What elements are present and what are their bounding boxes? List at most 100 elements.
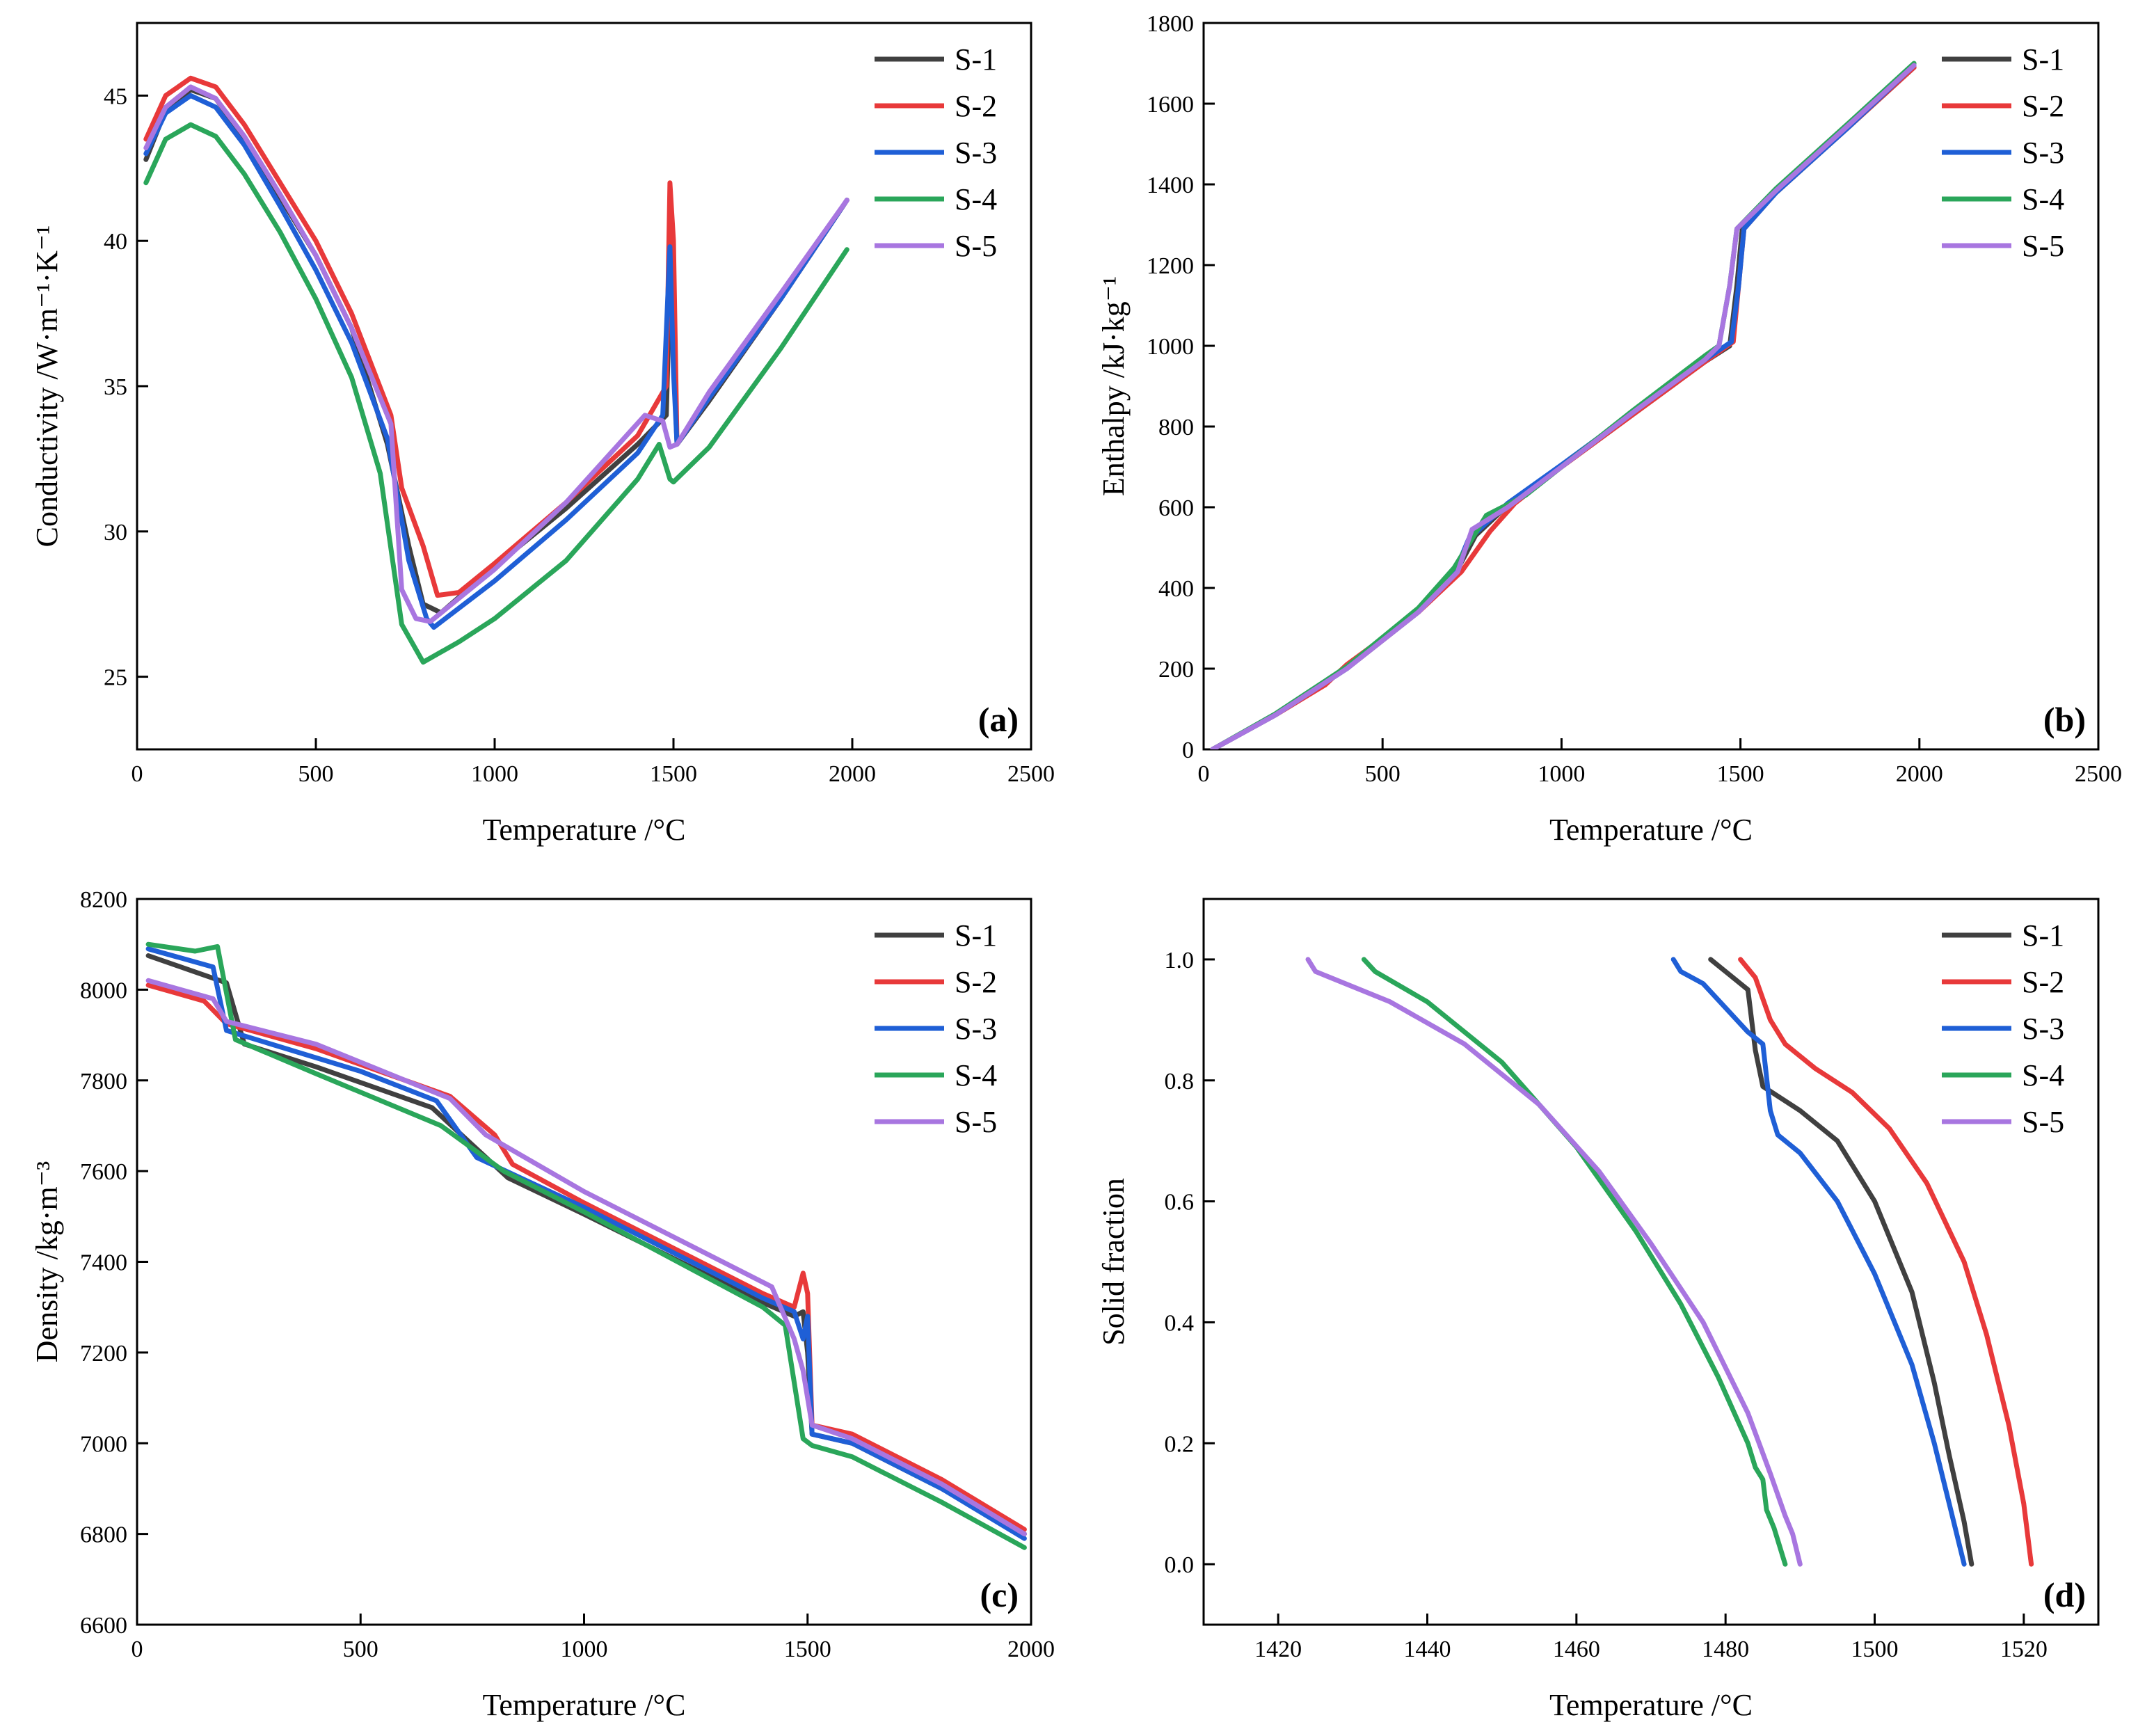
legend: S-1 S-2 S-3 S-4 S-5: [1942, 42, 2064, 263]
panel-d: 1420 1440 1460 1480 1500 1520 0.0 0.2 0.4 0.6 0.8 1…: [1096, 898, 2100, 1722]
x-tick-label: 0: [1198, 761, 1210, 787]
y-tick-label: 45: [104, 83, 127, 109]
legend-label: S-4: [955, 182, 997, 216]
y-tick-label: 1800: [1147, 11, 1194, 37]
panel-label: (b): [2043, 700, 2086, 739]
y-tick-label: 6600: [80, 1613, 127, 1639]
plot-frame: [1202, 898, 2100, 1626]
series-line-s-3: [1670, 957, 1967, 1567]
legend-label: S-1: [2022, 42, 2064, 77]
series-line-s-3: [143, 93, 849, 630]
x-tick-label: 2000: [1896, 761, 1943, 787]
y-tick-label: 0: [1182, 738, 1194, 763]
y-tick-label: 1.0: [1165, 948, 1195, 973]
legend-label: S-5: [955, 1105, 997, 1139]
y-tick-label: 600: [1158, 495, 1194, 521]
series-line-s-4: [143, 122, 849, 665]
panel-c: 0 500 1000 1500 2000 6600 6800 7000 7200 7400 7600…: [30, 887, 1055, 1722]
y-tick-label: 6800: [80, 1522, 127, 1548]
y-tick-label: 1600: [1147, 92, 1194, 118]
legend-label: S-3: [2022, 136, 2064, 170]
panel-b: 0 500 1000 1500 2000 2500 0 200 400 600 800 1000 120…: [1096, 11, 2122, 847]
y-tick-label: 0.6: [1165, 1190, 1195, 1216]
y-tick-label: 8000: [80, 978, 127, 1003]
y-tick-label: 35: [104, 374, 127, 400]
legend-label: S-1: [955, 42, 997, 77]
series-line-s-5: [1305, 957, 1803, 1567]
series-line-s-1: [145, 953, 1027, 1537]
legend-label: S-2: [2022, 89, 2064, 123]
y-tick-label: 1000: [1147, 334, 1194, 360]
x-axis-title: Temperature /°C: [483, 813, 686, 847]
series-line-s-1: [1210, 65, 1917, 749]
y-tick-label: 1200: [1147, 253, 1194, 279]
legend: S-1 S-2 S-3 S-4 S-5: [875, 918, 997, 1139]
x-tick-label: 500: [343, 1637, 378, 1662]
series-line-s-1: [1708, 957, 1975, 1567]
plot-frame: [1202, 22, 2100, 751]
series-line-s-2: [143, 75, 849, 598]
y-tick-label: 30: [104, 520, 127, 546]
y-tick-label: 1400: [1147, 173, 1194, 198]
legend: S-1 S-2 S-3 S-4 S-5: [1942, 918, 2064, 1139]
x-axis-title: Temperature /°C: [1549, 1688, 1753, 1722]
y-tick-label: 7200: [80, 1341, 127, 1367]
x-tick-label: 1520: [2000, 1637, 2048, 1662]
x-tick-label: 1000: [1538, 761, 1585, 787]
x-tick-label: 1440: [1404, 1637, 1451, 1662]
y-tick-label: 7400: [80, 1250, 127, 1276]
legend: S-1 S-2 S-3 S-4 S-5: [875, 42, 997, 263]
x-tick-label: 1480: [1702, 1637, 1749, 1662]
y-tick-label: 25: [104, 665, 127, 691]
x-tick-label: 2000: [829, 761, 876, 787]
series-line-s-5: [1210, 63, 1917, 749]
y-tick-label: 0.0: [1165, 1552, 1195, 1578]
x-tick-label: 0: [131, 761, 143, 787]
x-axis-title: Temperature /°C: [1549, 813, 1753, 847]
legend-label: S-1: [955, 918, 997, 953]
y-tick-label: 800: [1158, 415, 1194, 440]
y-tick-label: 400: [1158, 576, 1194, 602]
series-line-s-4: [1361, 957, 1788, 1567]
y-axis-title: Conductivity /W·m⁻¹·K⁻¹: [30, 225, 64, 548]
x-tick-label: 1500: [1851, 1637, 1899, 1662]
x-tick-label: 2500: [1007, 761, 1055, 787]
legend-label: S-5: [2022, 229, 2064, 263]
series-line-s-3: [145, 946, 1027, 1541]
x-tick-label: 500: [298, 761, 334, 787]
y-tick-label: 7600: [80, 1159, 127, 1185]
plot-frame: [136, 22, 1032, 751]
x-tick-label: 0: [131, 1637, 143, 1662]
legend-label: S-4: [2022, 1058, 2064, 1092]
y-axis-title: Solid fraction: [1096, 1178, 1131, 1346]
legend-label: S-2: [955, 965, 997, 999]
legend-label: S-3: [955, 136, 997, 170]
x-tick-label: 1500: [784, 1637, 831, 1662]
panel-a: 0 500 1000 1500 2000 2500 25 30 35 40 45 Temperatur…: [30, 22, 1055, 847]
series-line-s-2: [1210, 65, 1917, 749]
x-tick-label: 2500: [2075, 761, 2122, 787]
y-tick-label: 40: [104, 229, 127, 255]
legend-label: S-2: [955, 89, 997, 123]
legend-label: S-3: [2022, 1012, 2064, 1046]
plot-frame: [136, 898, 1032, 1626]
y-tick-label: 7000: [80, 1431, 127, 1457]
x-tick-label: 1500: [650, 761, 697, 787]
legend-label: S-4: [955, 1058, 997, 1092]
y-axis-title: Density /kg·m⁻³: [30, 1161, 64, 1362]
x-tick-label: 2000: [1007, 1637, 1055, 1662]
x-tick-label: 500: [1365, 761, 1401, 787]
x-tick-label: 1000: [471, 761, 518, 787]
series-line-s-4: [145, 941, 1027, 1550]
series-line-s-3: [1210, 63, 1917, 749]
legend-label: S-5: [955, 229, 997, 263]
series-line-s-5: [145, 978, 1027, 1537]
y-tick-label: 7800: [80, 1069, 127, 1094]
legend-label: S-1: [2022, 918, 2064, 953]
y-tick-label: 0.2: [1165, 1431, 1195, 1457]
series-line-s-5: [143, 84, 849, 624]
legend-label: S-3: [955, 1012, 997, 1046]
panel-label: (a): [978, 700, 1019, 739]
series-line-s-2: [145, 982, 1027, 1532]
